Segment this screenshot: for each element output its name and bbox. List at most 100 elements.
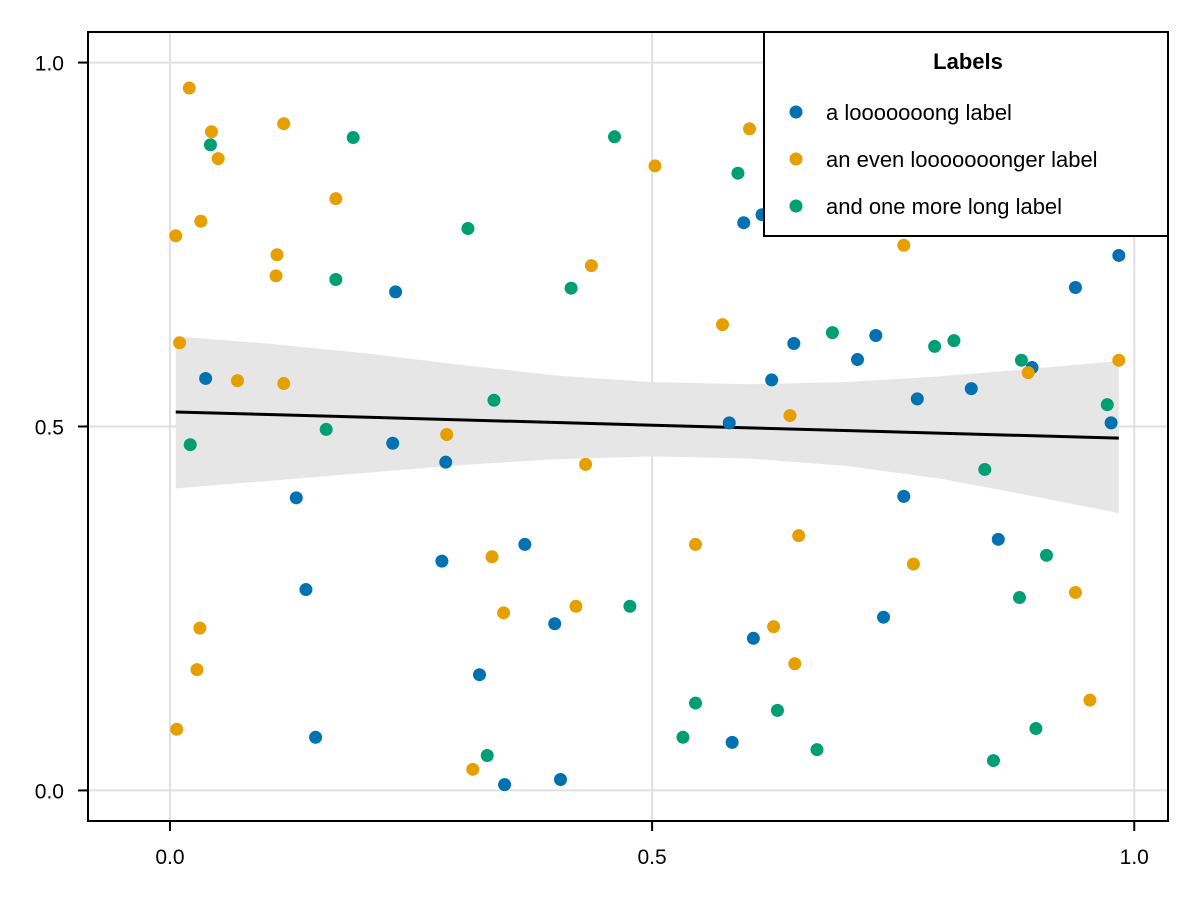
x-tick-label: 0.5 (638, 846, 667, 869)
data-point-series-3 (810, 743, 824, 757)
data-point-series-3 (689, 696, 702, 710)
data-point-series-3 (731, 166, 745, 180)
data-point-series-1 (498, 778, 512, 792)
data-point-series-2 (792, 529, 806, 543)
data-point-series-1 (435, 554, 449, 568)
data-point-series-3 (947, 334, 961, 348)
data-point-series-2 (743, 122, 756, 136)
data-point-series-2 (270, 248, 284, 262)
data-point-series-1 (309, 730, 323, 744)
data-point-series-1 (725, 735, 739, 749)
data-point-series-3 (1029, 722, 1043, 736)
data-point-series-1 (877, 610, 891, 624)
data-point-series-3 (623, 599, 637, 613)
data-point-series-3 (928, 339, 942, 353)
data-point-series-1 (869, 329, 883, 343)
data-point-series-2 (648, 159, 662, 173)
data-point-series-3 (203, 138, 217, 152)
data-point-series-1 (897, 489, 911, 503)
data-point-series-1 (548, 617, 562, 631)
data-point-series-3 (329, 272, 343, 286)
scatter-points (169, 81, 1126, 792)
data-point-series-1 (765, 373, 779, 387)
data-point-series-2 (230, 374, 244, 388)
data-point-series-1 (299, 583, 313, 597)
data-point-series-2 (1083, 693, 1097, 707)
data-point-series-2 (1112, 353, 1126, 367)
data-point-series-1 (1068, 280, 1082, 294)
legend-marker-1 (789, 105, 803, 119)
data-point-series-1 (386, 436, 400, 450)
data-point-series-2 (211, 152, 225, 166)
y-tick-label: 0.0 (35, 780, 64, 803)
data-point-series-2 (485, 550, 499, 564)
data-point-series-2 (190, 663, 204, 677)
legend-box (763, 31, 1169, 237)
data-point-series-1 (439, 455, 453, 469)
data-point-series-1 (851, 353, 864, 367)
data-point-series-1 (1112, 248, 1126, 262)
data-point-series-2 (689, 537, 702, 551)
data-point-series-2 (269, 269, 283, 283)
x-tick-label: 1.0 (1120, 846, 1149, 869)
data-point-series-2 (466, 762, 480, 776)
x-axis-ticks: 0.0 0.5 1.0 (155, 821, 1149, 869)
data-point-series-2 (204, 125, 218, 139)
data-point-series-1 (554, 773, 567, 787)
legend: Labels a looooooong label an even loooooo… (763, 31, 1169, 237)
legend-entries: a looooooong label an even looooooonger l… (789, 100, 1098, 219)
data-point-series-2 (767, 620, 781, 634)
data-point-series-2 (569, 599, 583, 613)
data-point-series-2 (277, 117, 291, 131)
data-point-series-1 (518, 537, 532, 551)
data-point-series-3 (1014, 353, 1028, 367)
data-point-series-3 (986, 754, 1000, 768)
data-point-series-3 (770, 703, 784, 717)
data-point-series-2 (277, 377, 291, 391)
data-point-series-1 (199, 371, 213, 385)
legend-marker-3 (789, 199, 803, 213)
data-point-series-1 (389, 285, 403, 299)
y-tick-label: 1.0 (35, 53, 64, 76)
data-point-series-3 (480, 748, 494, 762)
x-tick-label: 0.0 (155, 846, 184, 869)
data-point-series-2 (783, 409, 797, 423)
data-point-series-2 (788, 657, 802, 671)
data-point-series-3 (978, 462, 992, 476)
data-point-series-2 (497, 606, 511, 620)
data-point-series-2 (182, 81, 196, 95)
data-point-series-1 (964, 382, 978, 396)
data-point-series-2 (584, 259, 598, 273)
fit-line (175, 410, 1119, 440)
fit-line-group (175, 410, 1119, 440)
data-point-series-1 (473, 668, 486, 682)
data-point-series-1 (1104, 416, 1118, 430)
data-point-series-2 (1021, 366, 1035, 380)
data-point-series-2 (906, 557, 920, 571)
data-point-series-3 (1100, 398, 1114, 412)
data-point-series-3 (487, 393, 501, 407)
legend-title: Labels (933, 49, 1003, 74)
data-point-series-2 (169, 229, 183, 243)
data-point-series-3 (346, 131, 360, 145)
data-point-series-1 (910, 392, 924, 406)
data-point-series-2 (193, 621, 207, 635)
data-point-series-2 (579, 457, 593, 471)
data-point-series-1 (737, 216, 751, 230)
data-point-series-2 (897, 238, 911, 252)
data-point-series-3 (1040, 548, 1053, 562)
data-point-series-1 (722, 416, 736, 430)
data-point-series-1 (746, 631, 760, 645)
legend-label-1: a looooooong label (826, 100, 1012, 125)
data-point-series-2 (716, 318, 729, 332)
data-point-series-3 (461, 222, 475, 236)
data-point-series-2 (1068, 585, 1082, 599)
data-point-series-3 (564, 281, 578, 295)
y-tick-label: 0.5 (35, 417, 64, 440)
data-point-series-3 (825, 326, 839, 340)
legend-label-3: and one more long label (826, 194, 1062, 219)
data-point-series-3 (183, 438, 197, 452)
data-point-series-1 (991, 532, 1005, 546)
data-point-series-2 (194, 214, 208, 228)
